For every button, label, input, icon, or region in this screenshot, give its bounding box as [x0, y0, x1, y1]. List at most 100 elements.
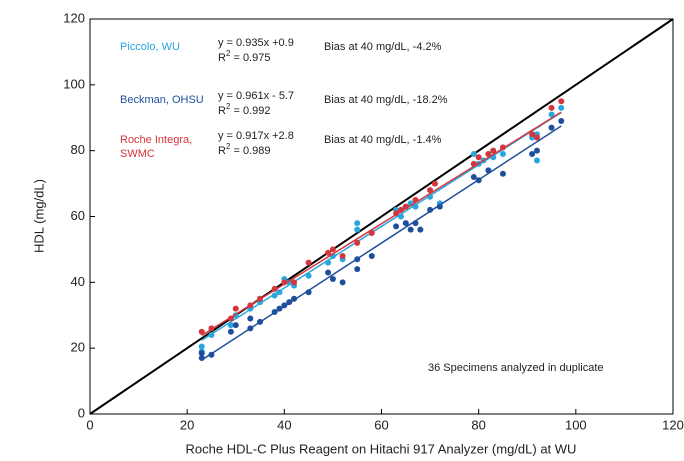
data-point — [325, 269, 332, 276]
y-tick-label: 0 — [78, 405, 85, 420]
data-point — [412, 197, 419, 204]
data-point — [305, 272, 312, 279]
data-point — [329, 276, 336, 283]
x-tick-label: 20 — [180, 417, 194, 432]
r-squared-prefix: R — [218, 52, 226, 64]
data-point — [533, 157, 540, 164]
r-squared: R2 = 0.989 — [218, 142, 270, 157]
data-point — [393, 210, 400, 217]
y-tick-label: 60 — [71, 208, 85, 223]
r-squared: R2 = 0.975 — [218, 49, 270, 64]
y-tick-label: 120 — [63, 10, 85, 25]
legend-entry: Piccolo, WU — [120, 41, 180, 53]
data-point — [271, 308, 278, 315]
data-point — [227, 322, 234, 329]
annotation: 36 Specimens analyzed in duplicate — [428, 362, 604, 374]
x-tick-label: 0 — [86, 417, 93, 432]
data-point — [368, 229, 375, 236]
y-tick-label: 80 — [71, 142, 85, 157]
data-point — [271, 285, 278, 292]
data-point — [276, 305, 283, 312]
data-point — [227, 328, 234, 335]
data-point — [412, 203, 419, 210]
data-point — [427, 187, 434, 194]
x-tick-label: 100 — [565, 417, 587, 432]
data-point — [329, 246, 336, 253]
data-point — [397, 213, 404, 220]
identity-line — [89, 18, 674, 415]
data-point — [354, 226, 361, 233]
y-axis-title: HDL (mg/dL) — [31, 179, 46, 253]
legend-entry: Beckman, OHSU — [120, 94, 204, 106]
data-point — [291, 295, 298, 302]
r-squared-sup: 2 — [226, 49, 231, 58]
data-point — [291, 279, 298, 286]
bias: Bias at 40 mg/dL, -1.4% — [324, 134, 442, 146]
data-point — [232, 322, 239, 329]
data-point — [198, 343, 205, 350]
equation: y = 0.961x - 5.7 — [218, 90, 294, 102]
x-axis-title: Roche HDL-C Plus Reagent on Hitachi 917 … — [186, 441, 577, 456]
r-squared-prefix: R — [218, 145, 226, 157]
data-point — [490, 147, 497, 154]
x-tick-label: 120 — [662, 417, 684, 432]
data-point — [402, 220, 409, 227]
data-point — [533, 147, 540, 154]
data-point — [397, 206, 404, 213]
legend-entry: Roche Integra, SWMC — [120, 134, 193, 160]
x-tick-label: 60 — [374, 417, 388, 432]
data-point — [281, 279, 288, 286]
data-point — [354, 220, 361, 227]
data-point — [485, 150, 492, 157]
data-point — [431, 180, 438, 187]
fit-line — [201, 125, 562, 361]
r-squared-value: = 0.989 — [230, 145, 270, 157]
data-point — [247, 315, 254, 322]
data-point — [470, 150, 477, 157]
equation: y = 0.917x +2.8 — [218, 130, 294, 142]
r-squared-prefix: R — [218, 105, 226, 117]
data-point — [198, 328, 205, 335]
r-squared: R2 = 0.992 — [218, 102, 270, 117]
x-tick-label: 80 — [471, 417, 485, 432]
r-squared-value: = 0.975 — [230, 52, 270, 64]
data-point — [276, 289, 283, 296]
bias: Bias at 40 mg/dL, -18.2% — [324, 94, 448, 106]
data-point — [485, 167, 492, 174]
data-point — [417, 226, 424, 233]
data-point — [368, 253, 375, 259]
data-point — [286, 299, 293, 306]
data-point — [305, 289, 312, 296]
data-point — [475, 154, 482, 161]
data-point — [470, 174, 477, 180]
equation: y = 0.935x +0.9 — [218, 37, 294, 49]
data-point — [281, 302, 288, 309]
data-point — [271, 292, 278, 299]
data-point — [499, 170, 506, 177]
data-point — [548, 124, 555, 131]
data-point — [247, 325, 254, 332]
data-point — [198, 350, 205, 357]
data-point — [427, 206, 434, 213]
data-point — [208, 325, 215, 332]
data-point — [529, 150, 536, 157]
data-point — [257, 318, 264, 325]
data-point — [548, 111, 555, 118]
data-point — [529, 131, 536, 138]
data-point — [325, 249, 332, 256]
y-tick-label: 100 — [63, 76, 85, 91]
data-point — [412, 220, 419, 227]
data-point — [558, 98, 565, 105]
data-point — [475, 177, 482, 184]
data-point — [436, 203, 443, 210]
data-point — [354, 256, 361, 263]
x-tick-label: 40 — [277, 417, 291, 432]
data-point — [339, 253, 346, 259]
data-point — [499, 144, 506, 151]
data-point — [257, 295, 264, 302]
data-point — [558, 104, 565, 111]
data-point — [227, 315, 234, 322]
data-point — [354, 266, 361, 273]
